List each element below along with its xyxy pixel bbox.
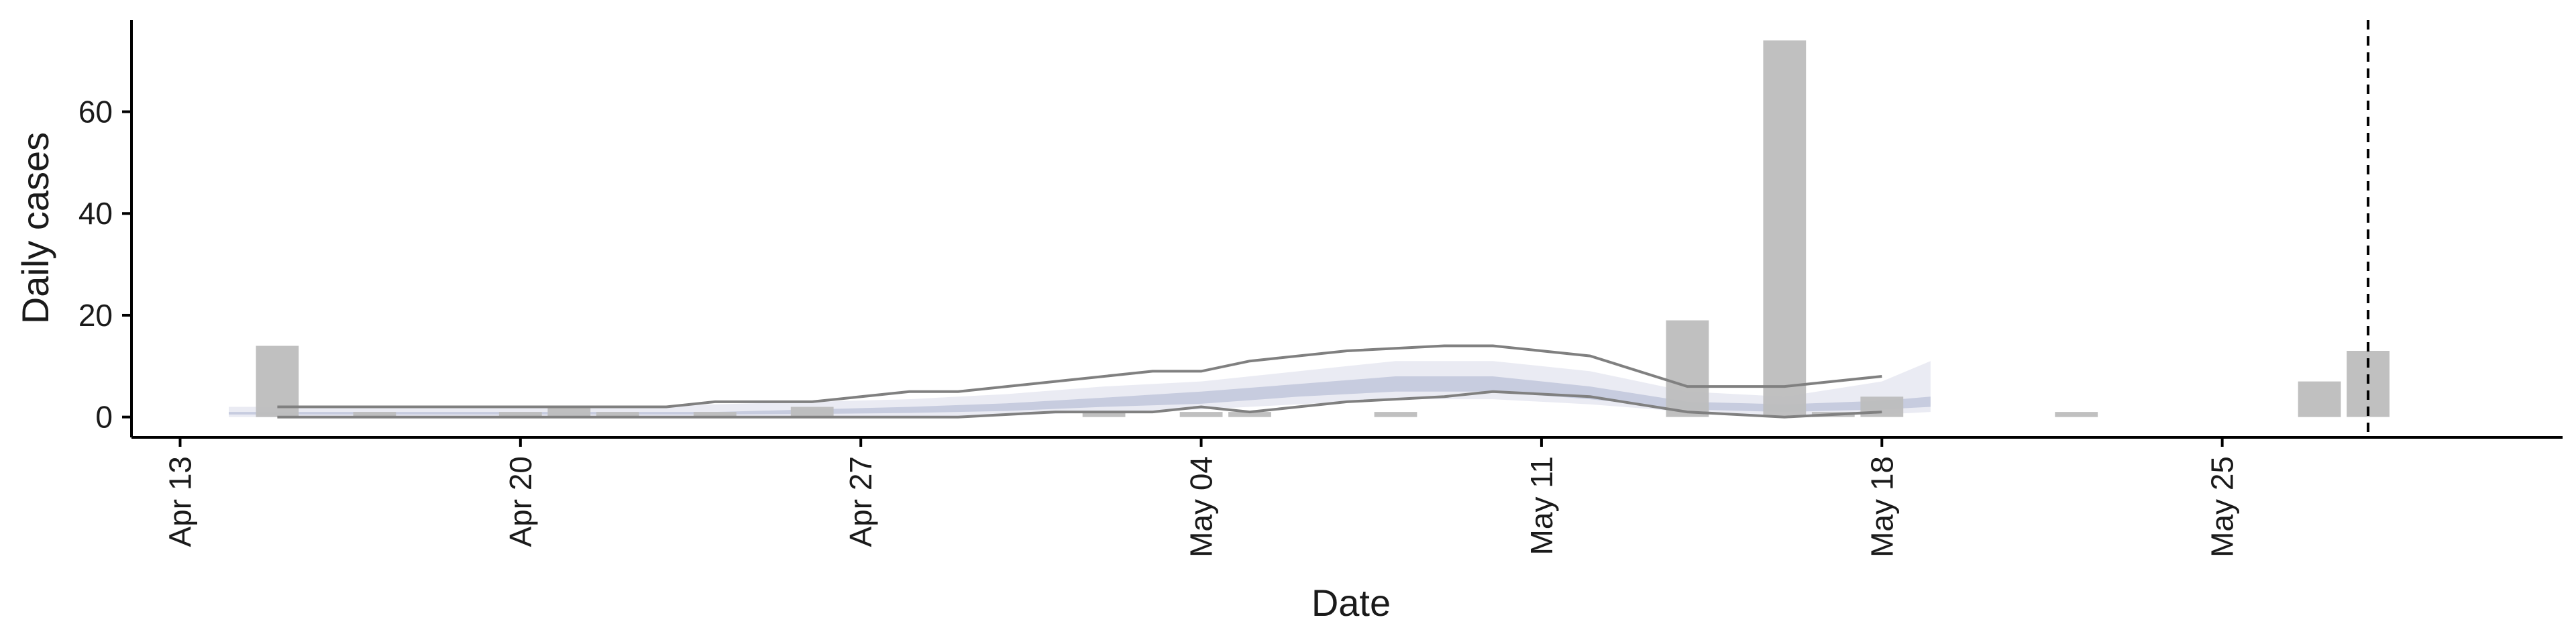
bar-2020-05-08	[1374, 412, 1417, 417]
bar-2020-04-22	[596, 412, 639, 417]
y-tick-label-40: 40	[78, 196, 113, 231]
bar-2020-05-16	[1763, 40, 1807, 417]
bar-2020-04-15	[256, 345, 299, 417]
outer-band	[229, 361, 1931, 417]
nowcast-band-layer	[229, 361, 1931, 417]
x-tick-label-2020-05-04: May 04	[1184, 456, 1219, 557]
y-axis-title: Daily cases	[14, 132, 56, 324]
bar-2020-04-24	[693, 412, 737, 417]
x-tick-label-2020-05-18: May 18	[1864, 456, 1899, 557]
bar-layer	[256, 40, 2390, 417]
x-tick-label-2020-05-25: May 25	[2205, 456, 2240, 557]
ci-lower-line	[277, 390, 1882, 419]
bar-2020-04-17	[353, 412, 396, 417]
bar-2020-05-22	[2055, 412, 2098, 417]
ci-upper-line	[277, 344, 1882, 409]
inner-band	[229, 376, 1931, 415]
bar-2020-05-04	[1179, 412, 1223, 417]
bar-2020-05-27	[2298, 381, 2341, 417]
y-tick-label-20: 20	[78, 298, 113, 333]
y-tick-label-60: 60	[78, 95, 113, 129]
bar-2020-04-26	[790, 407, 834, 417]
x-tick-label-2020-04-20: Apr 20	[503, 456, 538, 547]
bar-2020-05-14	[1666, 320, 1709, 417]
axis-layer: 0 20 40 60 Apr 13 Apr 20 Apr 27 May 04 May 11 May…	[78, 20, 2563, 557]
bar-2020-04-20	[498, 412, 542, 417]
x-tick-label-2020-04-27: Apr 27	[843, 456, 878, 547]
ci-line-layer	[277, 344, 1882, 419]
y-tick-label-0: 0	[95, 400, 113, 435]
x-tick-label-2020-04-13: Apr 13	[163, 456, 198, 547]
bar-2020-04-21	[547, 407, 591, 417]
bar-2020-05-05	[1228, 412, 1271, 417]
x-axis-title: Date	[1311, 582, 1391, 624]
bar-2020-05-02	[1082, 412, 1126, 417]
x-tick-label-2020-05-11: May 11	[1524, 456, 1559, 555]
